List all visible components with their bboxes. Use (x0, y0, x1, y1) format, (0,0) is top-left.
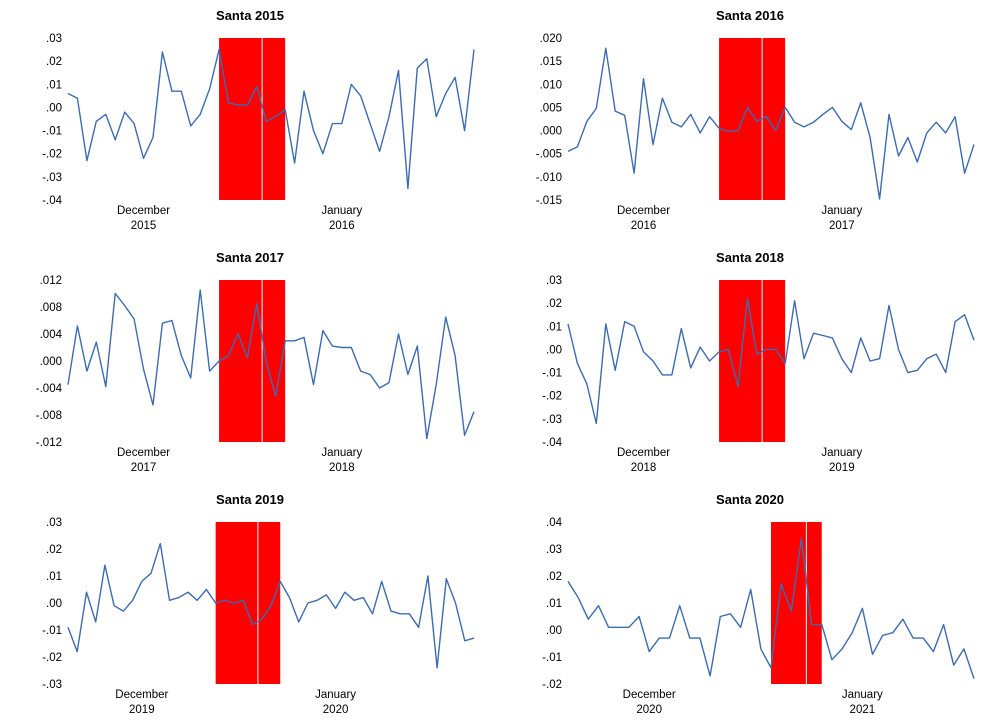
y-tick-label: .03 (46, 33, 62, 45)
y-tick-label: .005 (540, 102, 562, 114)
x-label-month: January (315, 689, 356, 701)
y-tick-label: .00 (546, 625, 562, 637)
y-tick-label: -.01 (542, 652, 562, 664)
x-label-month: December (617, 205, 670, 217)
series-line (67, 48, 475, 190)
highlight-band (219, 38, 286, 200)
y-tick-label: -.010 (536, 172, 562, 184)
x-label-month: December (115, 689, 168, 701)
y-tick-label: .02 (546, 298, 562, 310)
y-tick-label: .01 (46, 79, 62, 91)
y-tick-label: .020 (540, 33, 562, 45)
y-tick-label: .01 (546, 321, 562, 333)
y-tick-label: -.01 (542, 368, 562, 380)
x-label-month: January (321, 447, 362, 459)
y-tick-label: -.004 (36, 383, 63, 395)
y-tick-label: .004 (40, 329, 63, 341)
chart-panel-4: Santa 2018 .03 .02 .01 .00 -.01 -.02 -.03 -.04 De… (500, 242, 1000, 484)
series-line (67, 289, 475, 440)
chart-panel-3: Santa 2017 .012 .008 .004 .000 -.004 -.008 -.01… (0, 242, 500, 484)
y-tick-label: -.03 (42, 172, 62, 184)
x-label-month: January (842, 689, 883, 701)
series-line (567, 47, 975, 200)
y-tick-label: -.04 (42, 195, 62, 207)
chart-title: Santa 2020 (716, 492, 784, 507)
y-tick-label: .015 (540, 56, 562, 68)
x-label-month: January (321, 205, 362, 217)
chart-svg: Santa 2017 .012 .008 .004 .000 -.004 -.008 -.01… (36, 250, 475, 474)
x-label-year: 2020 (323, 704, 349, 716)
chart-svg: Santa 2018 .03 .02 .01 .00 -.01 -.02 -.03 -.04 De… (542, 250, 975, 474)
chart-panel-1: Santa 2015 .03 .02 .01 .00 -.01 -.02 -.03 -.04 De… (0, 0, 500, 242)
chart-panel-5: Santa 2019 .03 .02 .01 .00 -.01 -.02 -.03 Decemb… (0, 484, 500, 726)
y-tick-label: .008 (40, 302, 62, 314)
chart-panel-2: Santa 2016 .020 .015 .010 .005 .000 -.005 -.010… (500, 0, 1000, 242)
y-tick-label: -.02 (542, 391, 562, 403)
y-tick-label: .012 (40, 275, 62, 287)
y-tick-label: -.005 (536, 149, 562, 161)
y-tick-label: -.04 (542, 437, 562, 449)
y-tick-label: -.02 (542, 679, 562, 691)
y-tick-label: .00 (46, 598, 62, 610)
y-tick-label: -.01 (42, 126, 62, 138)
y-tick-label: .00 (546, 344, 562, 356)
chart-svg: Santa 2016 .020 .015 .010 .005 .000 -.005 -.010… (536, 8, 975, 232)
y-tick-label: .04 (546, 517, 563, 529)
chart-title: Santa 2018 (716, 250, 784, 265)
y-tick-label: .01 (546, 598, 562, 610)
y-tick-label: .03 (46, 517, 62, 529)
y-tick-label: .03 (546, 544, 562, 556)
series-line (567, 537, 975, 679)
x-label-year: 2018 (631, 462, 657, 474)
x-label-year: 2021 (850, 704, 876, 716)
chart-title: Santa 2017 (216, 250, 284, 265)
x-label-month: December (117, 205, 170, 217)
y-tick-label: .02 (46, 544, 62, 556)
y-tick-label: .000 (40, 356, 62, 368)
chart-svg: Santa 2019 .03 .02 .01 .00 -.01 -.02 -.03 Decemb… (42, 492, 475, 716)
y-tick-label: -.015 (536, 195, 562, 207)
y-tick-label: -.03 (42, 679, 62, 691)
x-label-month: December (117, 447, 170, 459)
x-label-month: December (623, 689, 676, 701)
highlight-band (219, 280, 286, 442)
y-tick-label: .02 (46, 56, 62, 68)
highlight-band (719, 280, 786, 442)
chart-title: Santa 2015 (216, 8, 284, 23)
x-label-year: 2019 (129, 704, 155, 716)
y-tick-label: -.02 (42, 149, 62, 161)
y-tick-label: .00 (46, 102, 62, 114)
chart-panel-6: Santa 2020 .04 .03 .02 .01 .00 -.01 -.02 Decembe… (500, 484, 1000, 726)
y-tick-label: .010 (540, 79, 562, 91)
chart-title: Santa 2019 (216, 492, 284, 507)
x-label-year: 2019 (829, 462, 855, 474)
y-tick-label: -.01 (42, 625, 62, 637)
y-tick-label: -.02 (42, 652, 62, 664)
series-line (67, 542, 475, 669)
x-label-year: 2016 (329, 220, 355, 232)
x-label-month: January (821, 447, 862, 459)
x-label-month: December (617, 447, 670, 459)
highlight-band (215, 522, 281, 684)
y-tick-label: .01 (46, 571, 62, 583)
y-tick-label: .03 (546, 275, 562, 287)
y-tick-label: -.008 (36, 410, 62, 422)
chart-svg: Santa 2015 .03 .02 .01 .00 -.01 -.02 -.03 -.04 De… (42, 8, 475, 232)
series-line (567, 297, 975, 425)
x-label-year: 2017 (131, 462, 157, 474)
highlight-band (719, 38, 786, 200)
x-label-year: 2015 (131, 220, 157, 232)
chart-title: Santa 2016 (716, 8, 784, 23)
x-label-year: 2018 (329, 462, 355, 474)
chart-svg: Santa 2020 .04 .03 .02 .01 .00 -.01 -.02 Decembe… (542, 492, 975, 716)
y-tick-label: -.012 (36, 437, 62, 449)
y-tick-label: -.03 (542, 414, 562, 426)
y-tick-label: .02 (546, 571, 562, 583)
x-label-year: 2020 (636, 704, 662, 716)
x-label-year: 2016 (631, 220, 657, 232)
x-label-month: January (821, 205, 862, 217)
y-tick-label: .000 (540, 126, 562, 138)
x-label-year: 2017 (829, 220, 855, 232)
